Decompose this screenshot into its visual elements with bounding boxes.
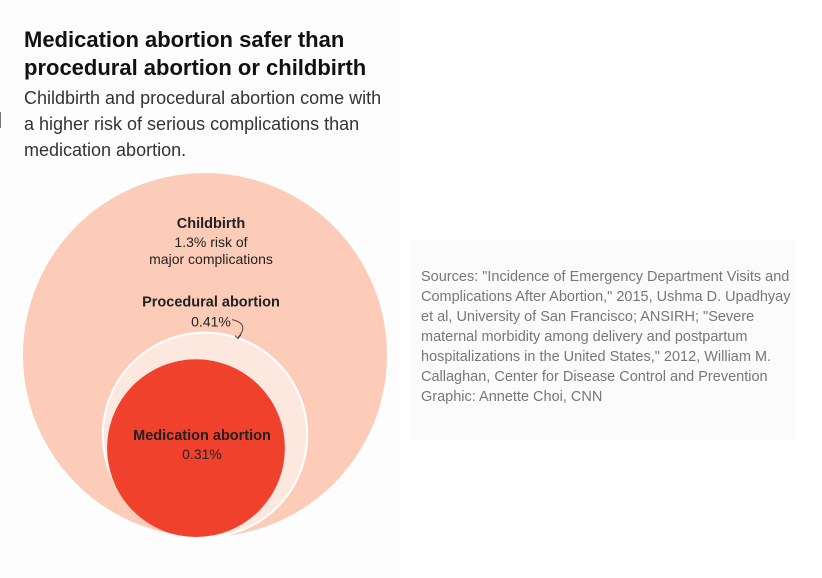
edge-divider [0, 112, 1, 128]
procedural-abortion-value-label: 0.41% [191, 314, 231, 330]
childbirth-value-label-2: major complications [149, 251, 273, 267]
sources-block: Sources: "Incidence of Emergency Departm… [421, 267, 793, 407]
medication-abortion-circle [107, 359, 285, 537]
medication-abortion-value-label: 0.31% [182, 446, 222, 462]
pointer-arrow [231, 319, 244, 338]
chart-title: Medication abortion safer than procedura… [24, 27, 367, 80]
sources-text: Sources: "Incidence of Emergency Departm… [421, 269, 791, 385]
pointer-arrow-head [234, 334, 242, 340]
chart-subtitle: Childbirth and procedural abortion come … [24, 88, 382, 160]
sources-panel [410, 240, 796, 440]
medication-abortion-name-label: Medication abortion [133, 428, 271, 444]
childbirth-name-label: Childbirth [177, 216, 245, 232]
childbirth-value-label: 1.3% risk of [174, 234, 247, 250]
graphic-credit: Graphic: Annette Choi, CNN [421, 389, 603, 405]
procedural-abortion-name-label: Procedural abortion [142, 295, 280, 311]
